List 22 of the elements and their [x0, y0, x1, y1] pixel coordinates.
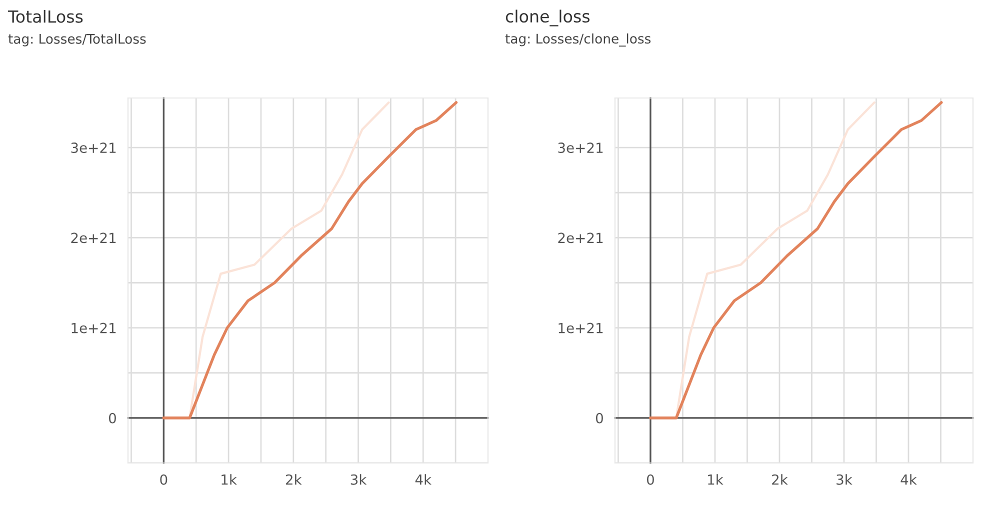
y-tick-label: 3e+21 — [71, 142, 116, 154]
y-tick-label: 2e+21 — [558, 232, 603, 244]
x-tick-label: 1k — [222, 474, 237, 485]
x-tick-label: 4k — [415, 474, 432, 485]
x-tick-label: 2k — [772, 474, 788, 485]
y-tick-label: 0 — [108, 412, 116, 424]
x-tick-label: 3k — [836, 474, 852, 485]
chart-title: TotalLoss — [8, 10, 83, 23]
x-tick-label: 1k — [708, 474, 724, 485]
chart-title: clone_loss — [506, 10, 590, 26]
y-tick-label: 1e+21 — [558, 322, 603, 334]
x-tick-label: 0 — [646, 474, 654, 485]
x-tick-label: 2k — [286, 474, 302, 485]
y-tick-label: 3e+21 — [558, 142, 603, 154]
x-tick-label: 3k — [350, 474, 367, 485]
chart-subtitle: tag: Losses/clone_loss — [505, 33, 651, 47]
y-tick-label: 2e+21 — [71, 232, 116, 244]
x-tick-label: 0 — [160, 474, 168, 485]
chart-subtitle: tag: Losses/TotalLoss — [8, 34, 146, 46]
y-tick-label: 1e+21 — [72, 322, 116, 334]
y-tick-label: 0 — [596, 412, 603, 424]
x-tick-label: 4k — [900, 474, 917, 485]
